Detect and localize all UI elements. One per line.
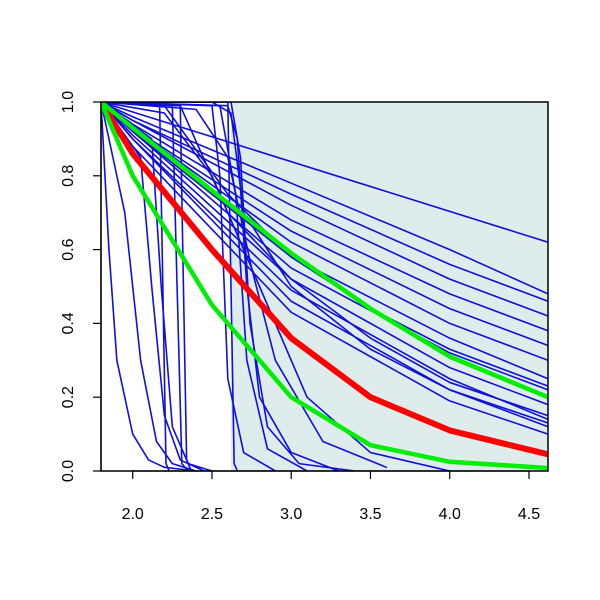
y-tick-label: 0.2 [60,386,77,408]
series-line-22 [101,102,213,471]
series-line-14 [101,102,548,428]
x-tick-label: 2.5 [201,506,223,523]
series-line-18 [101,102,548,424]
main-series-line-0 [101,102,548,458]
series-line-21 [101,102,205,471]
series-line-6 [101,102,548,317]
x-tick-label: 3.0 [280,506,302,523]
y-tick-label: 0.6 [60,238,77,260]
bound-series-line-2 [101,102,548,471]
series-line-32 [101,102,451,471]
bound-series-line-1 [101,102,548,400]
series-line-24 [101,102,189,471]
y-tick-label: 1.0 [60,91,77,113]
y-tick-label: 0.4 [60,312,77,334]
x-tick-label: 4.5 [518,506,540,523]
series-group [101,102,548,471]
series-line-3 [101,102,548,244]
series-line-4 [101,102,548,295]
series-line-26 [101,102,239,471]
series-line-20 [101,102,197,471]
x-tick-label: 2.0 [122,506,144,523]
y-axis: 0.0 0.2 0.4 0.6 0.8 1.0 [60,91,102,482]
x-tick-label: 3.5 [359,506,381,523]
y-tick-label: 0.0 [60,460,77,482]
y-tick-label: 0.8 [60,165,77,187]
series-line-19 [101,102,197,471]
shaded-region [230,102,548,471]
series-line-29 [101,102,356,471]
x-axis: 2.0 2.5 3.0 3.5 4.0 4.5 [122,470,540,523]
x-tick-label: 4.0 [439,506,461,523]
